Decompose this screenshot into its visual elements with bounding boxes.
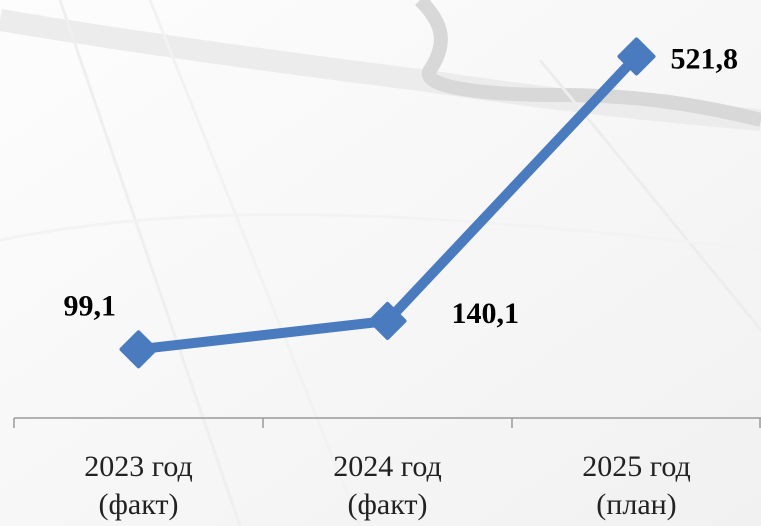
data-point-marker <box>368 301 407 340</box>
x-tick-label: 2025 год <box>582 450 690 483</box>
x-tick-labels: 2023 год (факт) 2024 год (факт) 2025 год (пла… <box>84 450 690 521</box>
x-tick-label: 2024 год <box>333 450 441 483</box>
data-label: 140,1 <box>452 297 520 330</box>
data-point-marker <box>119 330 158 369</box>
x-tick-label: 2023 год <box>84 450 192 483</box>
x-axis <box>13 417 761 428</box>
data-point-marker <box>617 37 656 76</box>
series-markers <box>119 37 656 369</box>
data-label: 521,8 <box>671 42 739 75</box>
x-tick-label: (факт) <box>98 488 178 521</box>
x-tick-label: (план) <box>596 488 676 521</box>
data-label: 99,1 <box>64 289 117 322</box>
data-labels: 99,1 140,1 521,8 <box>64 42 739 329</box>
x-tick-label: (факт) <box>347 488 427 521</box>
